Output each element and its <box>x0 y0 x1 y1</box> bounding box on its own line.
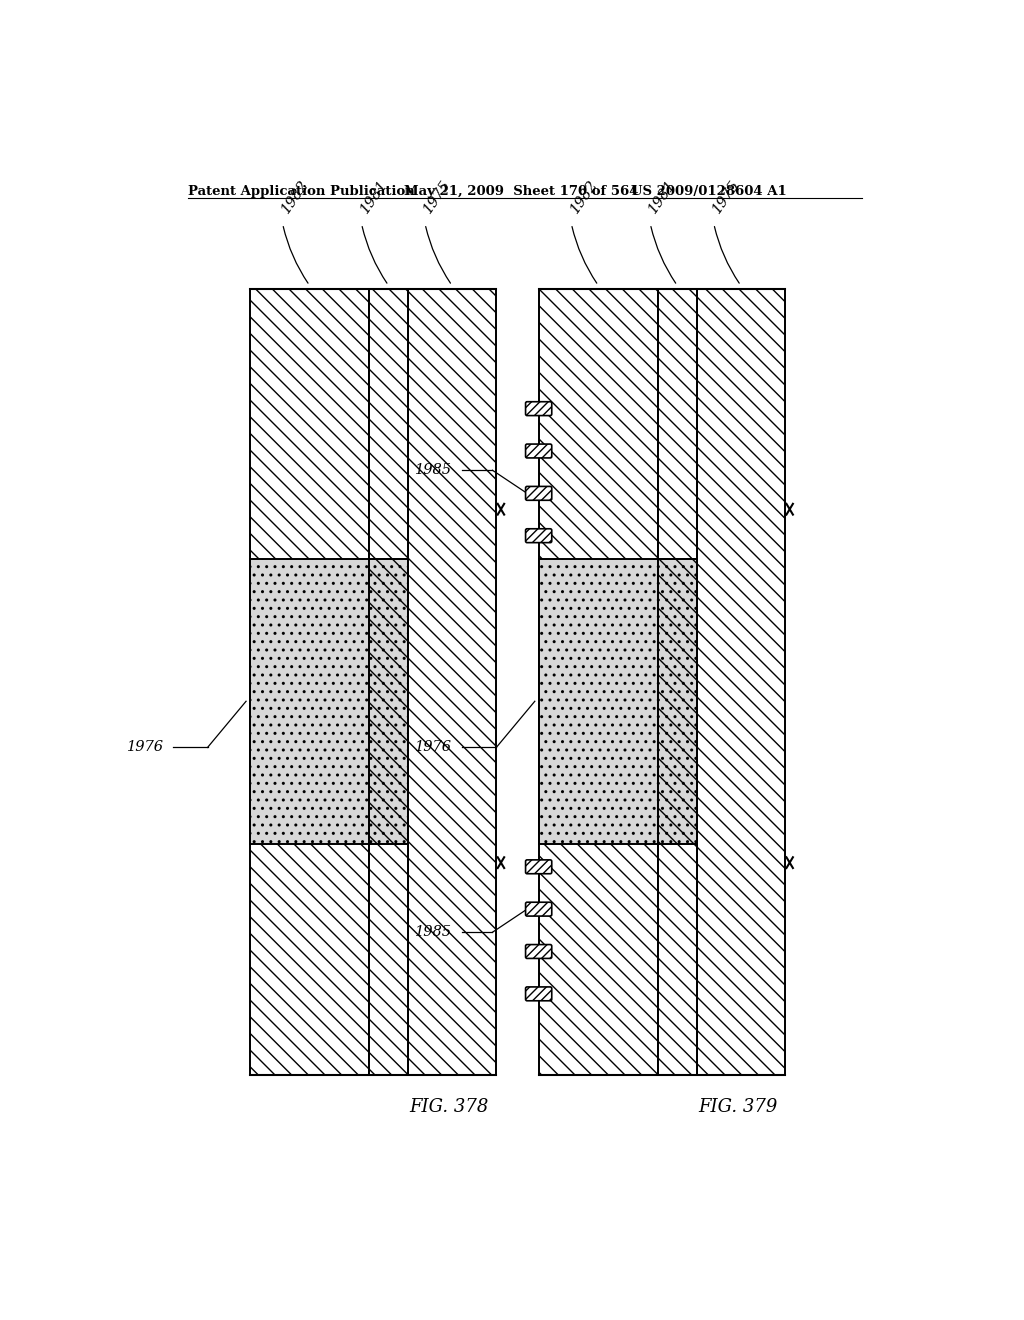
FancyBboxPatch shape <box>525 903 552 916</box>
FancyBboxPatch shape <box>525 945 552 958</box>
FancyBboxPatch shape <box>525 444 552 458</box>
Bar <box>370 289 408 1074</box>
Text: Patent Application Publication: Patent Application Publication <box>188 185 415 198</box>
Bar <box>696 289 785 1074</box>
Text: 1975: 1975 <box>710 178 742 216</box>
Text: 1985: 1985 <box>416 463 453 478</box>
Bar <box>539 558 696 843</box>
FancyBboxPatch shape <box>525 401 552 416</box>
Text: FIG. 378: FIG. 378 <box>410 1098 488 1115</box>
Text: May 21, 2009  Sheet 170 of 564: May 21, 2009 Sheet 170 of 564 <box>403 185 638 198</box>
Bar <box>370 558 408 843</box>
Text: 1981: 1981 <box>646 178 679 216</box>
Bar <box>408 289 497 1074</box>
Text: 1981: 1981 <box>357 178 390 216</box>
Text: 1976: 1976 <box>416 741 453 755</box>
Bar <box>250 558 408 843</box>
FancyBboxPatch shape <box>525 987 552 1001</box>
Text: 1985: 1985 <box>416 925 453 940</box>
Bar <box>539 289 658 1074</box>
Text: 1982: 1982 <box>567 178 600 216</box>
FancyBboxPatch shape <box>525 487 552 500</box>
Text: FIG. 379: FIG. 379 <box>698 1098 777 1115</box>
Text: 1976: 1976 <box>127 741 164 755</box>
FancyBboxPatch shape <box>525 529 552 543</box>
FancyBboxPatch shape <box>525 859 552 874</box>
Bar <box>658 289 696 1074</box>
Text: 1982: 1982 <box>279 178 311 216</box>
Text: US 2009/0128604 A1: US 2009/0128604 A1 <box>631 185 786 198</box>
Bar <box>250 289 370 1074</box>
Text: 1975: 1975 <box>421 178 454 216</box>
Bar <box>658 558 696 843</box>
